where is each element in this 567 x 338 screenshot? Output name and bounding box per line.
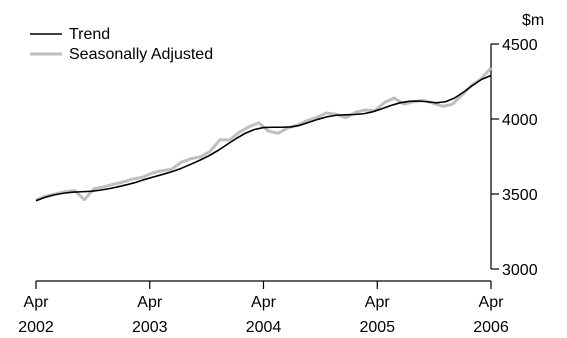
series-layer — [35, 66, 493, 202]
x-tick-label-month: Apr — [479, 294, 505, 311]
legend: Trend Seasonally Adjusted — [30, 26, 213, 63]
x-tick-label-year: 2005 — [359, 319, 395, 336]
x-tick-label-year: 2002 — [18, 319, 54, 336]
y-unit-label: $m — [522, 12, 544, 29]
x-tick-label-year: 2004 — [246, 319, 282, 336]
x-tick-label-month: Apr — [251, 294, 277, 311]
legend-sa-label: Seasonally Adjusted — [69, 46, 213, 63]
x-ticks: Apr 2002 Apr 2003 Apr 2004 Apr 2005 Apr 2006 — [18, 281, 509, 336]
y-tick-label: 4500 — [502, 37, 538, 54]
x-tick-label-month: Apr — [137, 294, 163, 311]
legend-trend-label: Trend — [69, 26, 110, 43]
x-tick-label-year: 2003 — [132, 319, 168, 336]
y-tick-label: 3000 — [502, 262, 538, 279]
x-tick-label-year: 2006 — [473, 319, 509, 336]
y-ticks: 3000 3500 4000 4500 — [491, 37, 538, 279]
seasonally-adjusted-series-line — [35, 66, 493, 202]
x-tick-label-month: Apr — [24, 294, 50, 311]
y-tick-label: 4000 — [502, 112, 538, 129]
x-tick-label-month: Apr — [365, 294, 391, 311]
trend-series-line — [35, 74, 492, 202]
y-tick-label: 3500 — [502, 187, 538, 204]
